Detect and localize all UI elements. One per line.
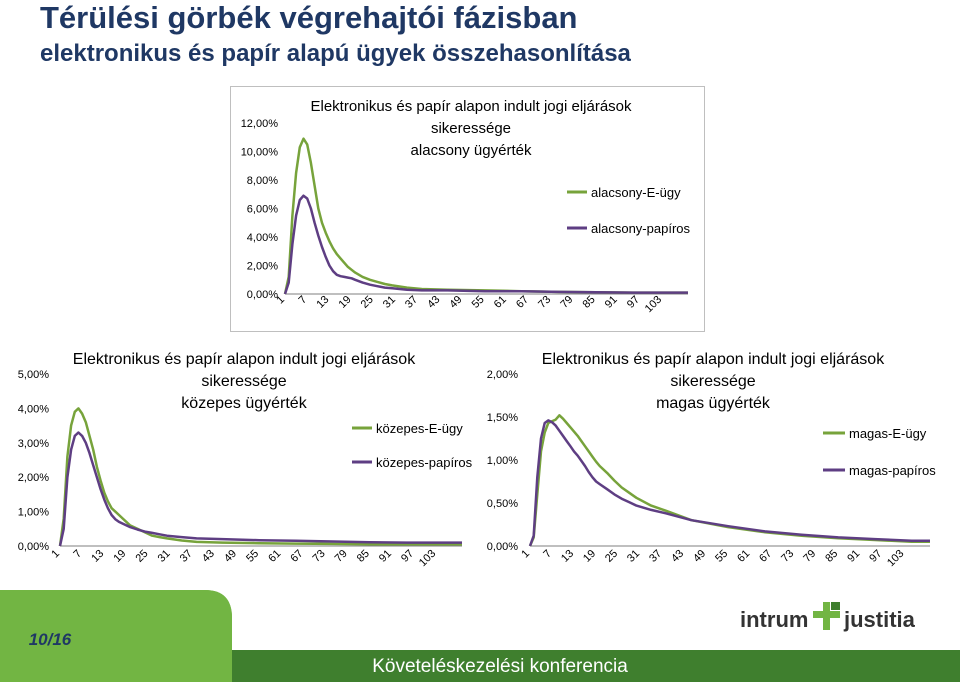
legend-kozepes-p-label: közepes-papíros bbox=[376, 455, 473, 470]
y-tick-label: 4,00% bbox=[247, 232, 278, 244]
x-tick-label: 55 bbox=[244, 548, 261, 565]
chart-magas-series bbox=[528, 414, 930, 547]
chart-kozepes-xaxis: 1 7 13 19 25 31 37 43 49 55 61 67 73 79 85 91 97 103 bbox=[49, 545, 462, 569]
y-tick-label: 12,00% bbox=[241, 118, 279, 130]
conference-name: Követeléskezelési konferencia bbox=[372, 656, 628, 677]
x-tick-label: 43 bbox=[669, 548, 686, 565]
x-tick-label: 25 bbox=[133, 548, 150, 565]
chart-alacsony-yaxis: 0,00% 2,00% 4,00% 6,00% 8,00% 10,00% 12,00% bbox=[241, 118, 279, 301]
chart-alacsony-series bbox=[283, 137, 688, 295]
chart-kozepes-series bbox=[58, 407, 462, 547]
x-tick-label: 91 bbox=[845, 548, 862, 565]
page-subtitle: elektronikus és papír alapú ügyek összeh… bbox=[40, 40, 631, 67]
y-tick-label: 2,00% bbox=[18, 472, 49, 484]
series-line-e-ugy bbox=[58, 407, 462, 547]
footer-green-tab-top bbox=[0, 590, 232, 682]
x-tick-label: 85 bbox=[355, 548, 372, 565]
chart-magas-title-1: Elektronikus és papír alapon indult jogi… bbox=[542, 351, 885, 368]
chart-kozepes-yaxis: 0,00% 1,00% 2,00% 3,00% 4,00% 5,00% bbox=[18, 369, 49, 553]
x-tick-label: 31 bbox=[625, 548, 642, 565]
chart-magas-svg: 0,00% 0,50% 1,00% 1,50% 2,00% 1 7 13 19 25 31 37 43… bbox=[487, 351, 936, 569]
x-tick-label: 55 bbox=[713, 548, 730, 565]
x-tick-label: 1 bbox=[49, 548, 62, 561]
y-tick-label: 2,00% bbox=[487, 369, 518, 381]
y-tick-label: 5,00% bbox=[18, 369, 49, 381]
x-tick-label: 61 bbox=[266, 548, 283, 565]
chart-kozepes: 0,00% 1,00% 2,00% 3,00% 4,00% 5,00% 1 7 13 19 25 3… bbox=[0, 338, 478, 583]
chart-magas: 0,00% 0,50% 1,00% 1,50% 2,00% 1 7 13 19 25 31 37 43… bbox=[478, 338, 960, 583]
chart-magas-xaxis: 1 7 13 19 25 31 37 43 49 55 61 67 73 79 85 91 97 103 bbox=[519, 545, 930, 569]
x-tick-label: 25 bbox=[603, 548, 620, 565]
legend-magas-p-label: magas-papíros bbox=[849, 463, 936, 478]
legend-alacsony-e-label: alacsony-E-ügy bbox=[591, 185, 681, 200]
intrum-justitia-logo: intrum justitia bbox=[740, 602, 916, 632]
x-tick-label: 103 bbox=[885, 548, 906, 569]
page-title: Térülési görbék végrehajtói fázisban bbox=[40, 0, 578, 35]
y-tick-label: 2,00% bbox=[247, 261, 278, 273]
x-tick-label: 67 bbox=[757, 548, 774, 565]
x-tick-label: 91 bbox=[377, 548, 394, 565]
y-tick-label: 3,00% bbox=[18, 438, 49, 450]
page-number: 10/16 bbox=[28, 630, 72, 649]
chart-magas-title-3: magas ügyérték bbox=[656, 395, 771, 412]
series-line-papiros bbox=[528, 419, 930, 547]
y-tick-label: 8,00% bbox=[247, 175, 278, 187]
series-line-papiros bbox=[283, 194, 688, 295]
chart-alacsony-title-3: alacsony ügyérték bbox=[411, 142, 532, 159]
x-tick-label: 49 bbox=[691, 548, 708, 565]
logo-cross-icon bbox=[813, 602, 840, 630]
y-tick-label: 0,00% bbox=[18, 541, 49, 553]
x-tick-label: 67 bbox=[288, 548, 305, 565]
chart-kozepes-title-2: sikeressége bbox=[201, 373, 286, 390]
x-tick-label: 97 bbox=[867, 548, 884, 565]
x-tick-label: 61 bbox=[735, 548, 752, 565]
chart-kozepes-svg: 0,00% 1,00% 2,00% 3,00% 4,00% 5,00% 1 7 13 19 25 3… bbox=[18, 351, 473, 569]
chart-magas-title-2: sikeressége bbox=[670, 373, 755, 390]
y-tick-label: 1,00% bbox=[487, 455, 518, 467]
y-tick-label: 0,00% bbox=[487, 541, 518, 553]
legend-alacsony-p-label: alacsony-papíros bbox=[591, 221, 690, 236]
y-tick-label: 0,50% bbox=[487, 498, 518, 510]
footer-band bbox=[0, 590, 960, 682]
x-tick-label: 19 bbox=[111, 548, 128, 565]
x-tick-label: 7 bbox=[71, 548, 84, 561]
x-tick-label: 79 bbox=[801, 548, 818, 565]
x-tick-label: 19 bbox=[581, 548, 598, 565]
x-tick-label: 103 bbox=[417, 548, 438, 569]
x-tick-label: 97 bbox=[399, 548, 416, 565]
x-tick-label: 13 bbox=[559, 548, 576, 565]
chart-alacsony-title-1: Elektronikus és papír alapon indult jogi… bbox=[310, 98, 632, 115]
logo-text-intrum: intrum bbox=[740, 607, 808, 632]
y-tick-label: 6,00% bbox=[247, 204, 278, 216]
legend-kozepes-e-label: közepes-E-ügy bbox=[376, 421, 463, 436]
x-tick-label: 13 bbox=[89, 548, 106, 565]
chart-kozepes-title-1: Elektronikus és papír alapon indult jogi… bbox=[73, 351, 416, 368]
x-tick-label: 7 bbox=[541, 548, 554, 561]
x-tick-label: 85 bbox=[823, 548, 840, 565]
x-tick-label: 49 bbox=[222, 548, 239, 565]
y-tick-label: 4,00% bbox=[18, 403, 49, 415]
y-tick-label: 1,00% bbox=[18, 507, 49, 519]
x-tick-label: 73 bbox=[779, 548, 796, 565]
y-tick-label: 10,00% bbox=[241, 147, 279, 159]
chart-magas-yaxis: 0,00% 0,50% 1,00% 1,50% 2,00% bbox=[487, 369, 518, 553]
x-tick-label: 37 bbox=[647, 548, 664, 565]
x-tick-label: 79 bbox=[333, 548, 350, 565]
y-tick-label: 1,50% bbox=[487, 412, 518, 424]
x-tick-label: 43 bbox=[200, 548, 217, 565]
x-tick-label: 37 bbox=[178, 548, 195, 565]
x-tick-label: 1 bbox=[519, 548, 532, 561]
series-line-papiros bbox=[58, 431, 462, 547]
chart-alacsony-title-2: sikeressége bbox=[431, 120, 511, 137]
logo-text-justitia: justitia bbox=[843, 607, 916, 632]
legend-magas-e-label: magas-E-ügy bbox=[849, 426, 927, 441]
chart-kozepes-title-3: közepes ügyérték bbox=[181, 395, 307, 412]
x-tick-label: 73 bbox=[311, 548, 328, 565]
y-tick-label: 0,00% bbox=[247, 289, 278, 301]
x-tick-label: 31 bbox=[156, 548, 173, 565]
